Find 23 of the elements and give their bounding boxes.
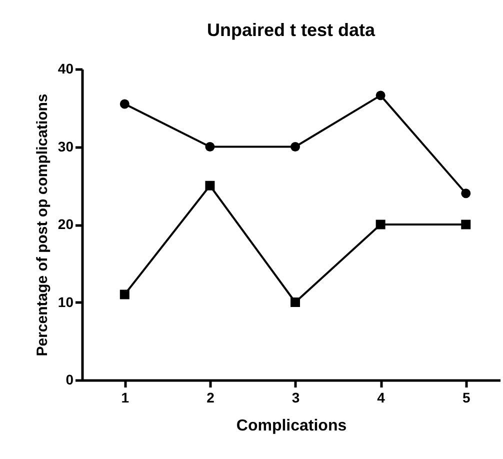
y-tick-label: 0 <box>66 372 74 388</box>
point <box>205 142 215 152</box>
point <box>461 188 471 198</box>
point <box>290 142 300 152</box>
point <box>461 220 471 230</box>
x-tick-label: 1 <box>121 390 130 406</box>
y-axis-title: Percentage of post op complications <box>34 94 51 356</box>
point <box>376 220 386 230</box>
y-tick-label: 40 <box>58 60 74 76</box>
point <box>205 180 215 190</box>
point <box>120 290 130 300</box>
y-tick-label: 20 <box>58 216 74 232</box>
point <box>376 90 386 100</box>
x-tick-label: 4 <box>377 390 386 406</box>
x-tick-label: 3 <box>292 390 300 406</box>
y-tick-label: 10 <box>58 294 74 310</box>
x-axis-title: Complications <box>236 418 347 434</box>
y-tick-label: 30 <box>58 138 74 154</box>
x-tick-label: 5 <box>462 390 470 406</box>
point <box>120 99 130 109</box>
chart-title: Unpaired t test data <box>206 20 376 40</box>
x-tick-label: 2 <box>206 390 215 406</box>
point <box>290 298 300 307</box>
